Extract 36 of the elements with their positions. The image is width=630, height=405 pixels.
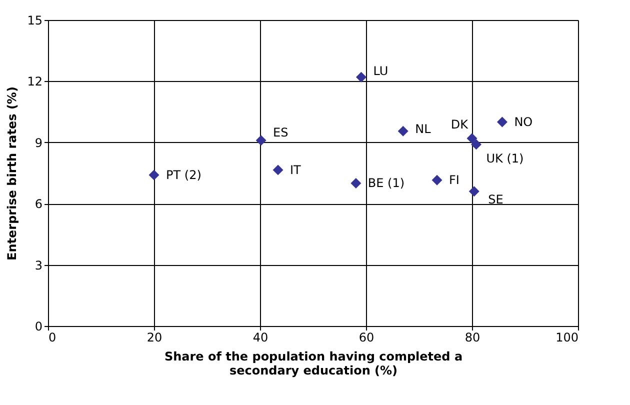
point: [148, 170, 160, 180]
y-tick-label: 0: [34, 320, 42, 334]
annotation: NL: [415, 122, 432, 136]
point: [272, 164, 284, 176]
x-tick-label: 80: [464, 330, 480, 344]
point: [496, 116, 508, 128]
annotation: NO: [514, 115, 533, 129]
annotation: LU: [373, 64, 388, 78]
x-tick-label: 60: [358, 330, 374, 344]
point: [350, 178, 362, 188]
point: [466, 133, 478, 144]
annotation: FI: [449, 173, 460, 188]
y-tick-label: 3: [34, 258, 42, 272]
x-tick-label: 20: [146, 330, 162, 344]
annotation: PT (2): [166, 168, 202, 182]
point: [470, 139, 482, 150]
annotation: ES: [273, 125, 288, 140]
y-tick-label: 6: [34, 197, 42, 212]
annotation: DK: [450, 117, 470, 132]
x-axis-title: Share of the population having completed a secondary education (%): [164, 350, 463, 378]
y-tick-label: 9: [34, 136, 42, 150]
y-tick-label: 12: [27, 74, 42, 89]
y-tick-label: 15: [27, 14, 42, 28]
annotation: UK (1): [486, 151, 524, 166]
point: [468, 186, 480, 197]
y-axis-title: Enterprise birth rates (%): [5, 86, 20, 260]
point: [256, 135, 266, 146]
point: [356, 72, 366, 82]
point: [398, 126, 408, 136]
x-tick-label: 40: [252, 330, 268, 344]
x-tick-label: 0: [48, 330, 56, 344]
x-tick-label: 100: [556, 330, 578, 344]
point: [432, 174, 442, 186]
annotation: SE: [488, 192, 504, 206]
annotation: IT: [290, 162, 302, 177]
annotation: BE (1): [368, 176, 405, 190]
